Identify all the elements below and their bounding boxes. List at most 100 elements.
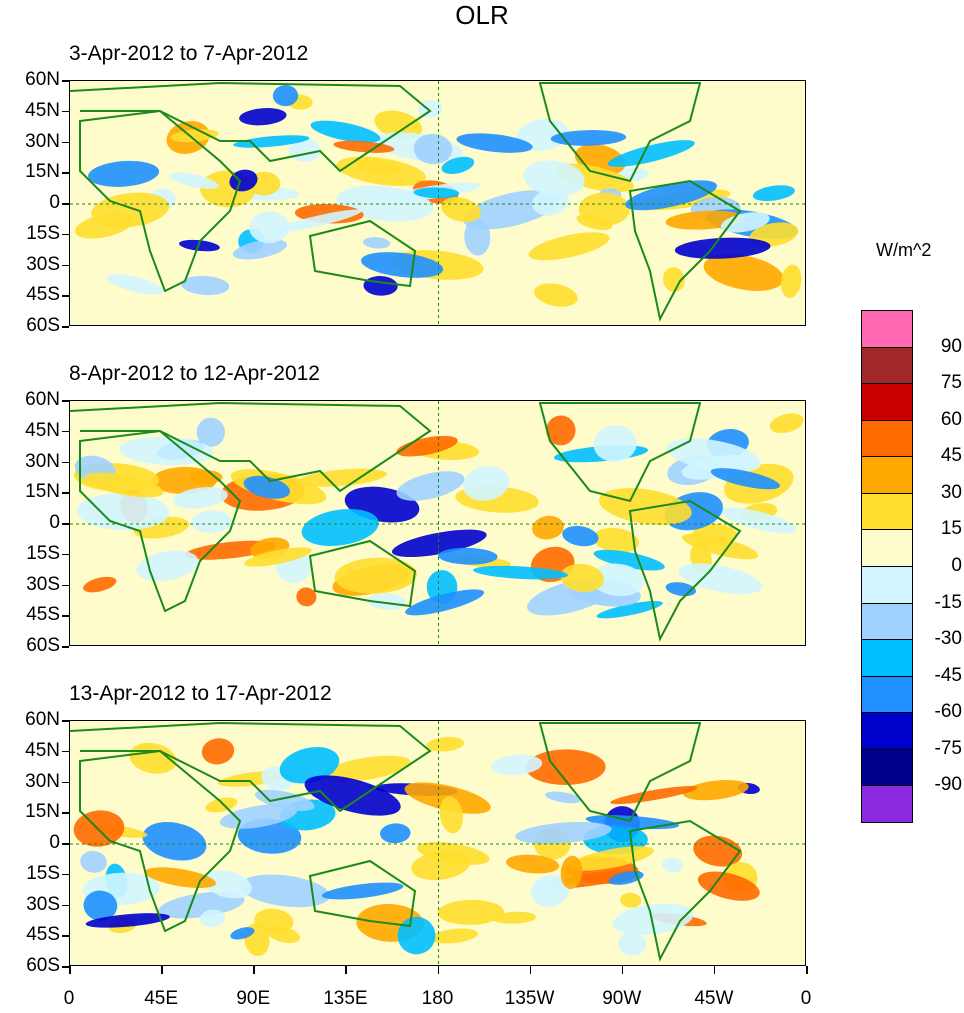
olr-anomaly-blob xyxy=(456,133,533,153)
tick-mark xyxy=(62,873,69,876)
olr-anomaly-blob xyxy=(172,487,228,509)
tick-mark xyxy=(62,523,69,525)
tick-mark xyxy=(713,966,716,974)
colorbar-label: 60 xyxy=(940,408,962,430)
olr-anomaly-blob xyxy=(129,742,177,774)
colorbar-label: 75 xyxy=(940,372,962,394)
olr-anomaly-blob xyxy=(199,909,226,928)
olr-anomaly-blob xyxy=(189,470,223,485)
colorbar-swatch xyxy=(861,748,913,787)
coastline-eurasia xyxy=(70,81,432,173)
latitude-label: 30S xyxy=(26,893,60,915)
olr-anomaly-blob xyxy=(441,197,481,223)
olr-anomaly-blob xyxy=(550,130,627,146)
latitude-label: 45S xyxy=(26,604,60,626)
colorbar-swatch xyxy=(861,566,913,604)
olr-anomaly-blob xyxy=(266,925,301,943)
latitude-label: 15S xyxy=(26,862,60,884)
colorbar-swatch xyxy=(861,529,913,567)
olr-anomaly-blob xyxy=(396,471,465,501)
coastline-south-america xyxy=(628,819,742,962)
olr-anomaly-blob xyxy=(181,275,230,296)
olr-anomaly-blob xyxy=(593,527,639,553)
olr-anomaly-blob xyxy=(546,415,576,446)
olr-anomaly-blob xyxy=(528,232,610,261)
tick-mark xyxy=(62,812,69,814)
latitude-label: 30N xyxy=(25,770,60,792)
latitude-label: 30S xyxy=(26,573,60,595)
olr-anomaly-blob xyxy=(720,507,797,534)
olr-anomaly-blob xyxy=(169,172,219,189)
colorbar-swatch xyxy=(861,419,913,458)
olr-anomaly-blob xyxy=(203,870,252,899)
olr-anomaly-blob xyxy=(296,587,317,607)
olr-anomaly-blob xyxy=(752,185,795,202)
latitude-label: 45S xyxy=(26,924,60,946)
olr-anomaly-blob xyxy=(142,822,207,861)
olr-map-panel xyxy=(69,720,806,966)
colorbar-swatch xyxy=(861,383,913,421)
colorbar-label: 0 xyxy=(951,555,962,576)
tick-mark xyxy=(62,461,69,463)
olr-anomaly-blob xyxy=(710,468,781,490)
tick-mark xyxy=(253,966,255,974)
olr-anomaly-blob xyxy=(697,871,760,901)
coastline-africa xyxy=(79,109,242,293)
olr-anomaly-blob xyxy=(593,549,665,571)
colorbar-swatch xyxy=(861,712,913,750)
olr-anomaly-blob xyxy=(438,547,498,565)
latitude-label: 0 xyxy=(49,192,60,213)
olr-anomaly-blob xyxy=(170,129,219,143)
olr-anomaly-blob xyxy=(578,192,630,226)
latitude-label: 60N xyxy=(25,709,60,730)
olr-anomaly-blob xyxy=(239,108,287,126)
olr-anomaly-blob xyxy=(374,110,423,139)
tick-mark xyxy=(62,935,69,937)
tick-mark xyxy=(62,646,69,648)
olr-anomaly-blob xyxy=(272,85,299,107)
olr-anomaly-blob xyxy=(84,472,164,498)
olr-anomaly-blob xyxy=(560,855,583,889)
colorbar-label: -45 xyxy=(934,664,962,686)
tick-mark xyxy=(345,966,347,974)
olr-anomaly-blob xyxy=(437,899,505,925)
tick-mark xyxy=(62,750,69,753)
olr-anomaly-blob xyxy=(254,789,315,811)
tick-mark xyxy=(62,172,69,174)
coastline-south-america xyxy=(628,179,742,322)
latitude-label: 30N xyxy=(25,130,60,152)
olr-anomaly-blob xyxy=(678,563,763,595)
olr-anomaly-blob xyxy=(523,160,585,196)
olr-anomaly-blob xyxy=(119,436,214,466)
longitude-label: 180 xyxy=(421,988,454,1009)
longitude-label: 0 xyxy=(63,988,75,1009)
colorbar-label: -60 xyxy=(934,701,962,723)
olr-anomaly-blob xyxy=(413,133,453,165)
olr-anomaly-blob xyxy=(243,475,291,499)
olr-anomaly-blob xyxy=(405,589,485,616)
colorbar-swatch xyxy=(861,785,913,823)
coastline-north-america xyxy=(538,402,702,503)
tick-mark xyxy=(62,430,69,433)
latitude-label: 45N xyxy=(25,99,60,121)
tick-mark xyxy=(62,295,69,297)
colorbar-swatch xyxy=(861,602,913,641)
tick-mark xyxy=(62,233,69,236)
colorbar-label: -15 xyxy=(934,591,962,613)
olr-anomaly-blob xyxy=(596,600,663,619)
longitude-label: 45W xyxy=(694,988,734,1009)
olr-anomaly-blob xyxy=(361,252,444,278)
colorbar-label: -90 xyxy=(934,774,962,796)
olr-anomaly-blob xyxy=(441,156,475,175)
olr-anomaly-blob xyxy=(491,754,543,776)
olr-anomaly-blob xyxy=(720,212,770,233)
olr-anomaly-blob xyxy=(191,510,232,533)
olr-anomaly-blob xyxy=(88,160,160,187)
olr-anomaly-blob xyxy=(380,823,411,844)
tick-mark xyxy=(62,264,69,266)
olr-anomaly-blob xyxy=(426,736,465,752)
longitude-label: 90E xyxy=(236,988,271,1009)
colorbar-label: -75 xyxy=(934,737,962,759)
latitude-label: 15N xyxy=(25,161,60,183)
tick-mark xyxy=(62,203,69,205)
